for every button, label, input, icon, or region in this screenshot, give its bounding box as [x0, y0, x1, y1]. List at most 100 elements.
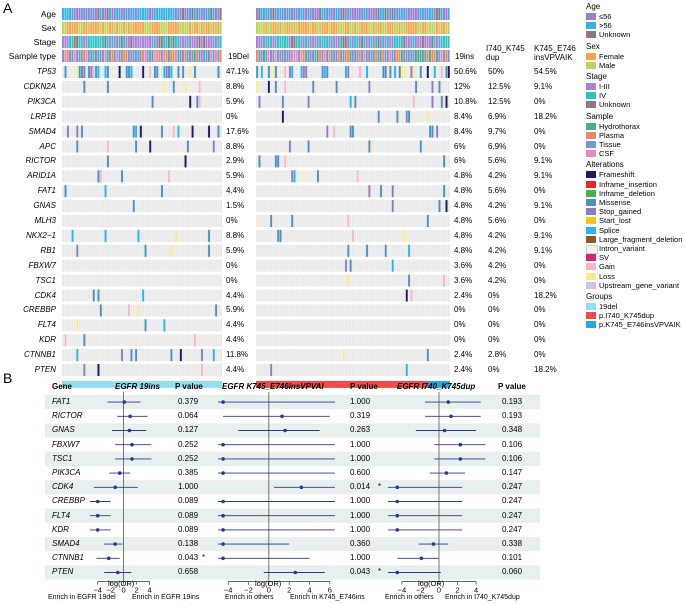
sample-cell-19del [142, 50, 144, 62]
alteration-mark [407, 110, 411, 123]
panel-b-letter: B [3, 370, 13, 386]
age-cell-19ins [417, 8, 420, 20]
alteration-mark [323, 66, 327, 78]
sex-cell-19del [97, 22, 100, 34]
estimate-point [293, 570, 298, 575]
sex-cell-19del [144, 22, 147, 34]
stage-cell-19del [106, 36, 109, 48]
stage-cell-19ins [365, 36, 368, 48]
stage-cell-19del [179, 36, 182, 48]
alteration-mark [134, 349, 138, 362]
stage-cell-19ins [400, 36, 403, 48]
legend-swatch [586, 131, 596, 139]
pct-pct_i740-10: 5.6% [488, 216, 507, 225]
sample-cell-19ins [442, 50, 445, 62]
age-cell-19ins [335, 8, 338, 20]
alteration-mark [391, 259, 394, 272]
stage-cell-19ins [405, 36, 408, 48]
stage-cell-19ins [358, 36, 361, 48]
alteration-mark [106, 80, 110, 93]
sample-cell-19del [130, 50, 133, 62]
alteration-mark [170, 244, 173, 257]
group-bar-19del [62, 380, 222, 388]
alteration-mark [349, 95, 352, 108]
sex-cell-19ins [321, 22, 324, 34]
legend-swatch [586, 217, 596, 225]
enrich3-right: Enrich in I740_K745dup [445, 594, 520, 601]
b-gene-3: FBXW7 [52, 439, 80, 449]
sample-cell-19ins [433, 50, 436, 62]
alteration-mark [277, 229, 280, 242]
stage-cell-19ins [368, 36, 371, 48]
stage-cell-19del [66, 36, 69, 48]
age-cell-19del [191, 8, 194, 20]
legend-item-1-1: Male [599, 60, 616, 70]
alteration-mark [405, 364, 408, 376]
pct-pct_19del-3: 0% [226, 111, 238, 121]
alteration-mark [347, 274, 350, 287]
sample-cell-19ins [281, 50, 284, 62]
gene-row-bg-19ins [256, 259, 450, 272]
age-cell-19ins [274, 8, 277, 20]
stage-cell-19ins [414, 36, 417, 48]
legend-title-2: Stage [586, 72, 607, 81]
sample-cell-19del [94, 50, 97, 62]
header-k745: K745_E746 insVPVAIK [534, 44, 576, 62]
sex-cell-19ins [270, 22, 272, 34]
estimate-point [221, 457, 225, 461]
legend-item-3-1: Plasma [599, 130, 625, 140]
sample-cell-19ins [284, 50, 286, 62]
legend-swatch [586, 92, 596, 100]
sex-cell-19del [179, 22, 182, 34]
age-cell-19del [153, 8, 156, 20]
b-p3-6: 0.247 [502, 482, 523, 492]
sex-cell-19ins [291, 22, 293, 34]
sex-cell-19del [66, 22, 69, 34]
gene-row-bg-19ins [256, 349, 450, 362]
sex-cell-19del [219, 22, 222, 34]
alteration-mark [284, 155, 287, 168]
pct-pct_k745-11: 9.1% [534, 230, 553, 240]
age-cell-19ins [358, 8, 361, 20]
stage-cell-19ins [265, 36, 268, 48]
stage-cell-19del [207, 36, 210, 48]
sex-cell-19del [104, 22, 107, 34]
estimate-point [449, 414, 453, 419]
sample-cell-19del [85, 50, 88, 62]
age-cell-19del [132, 8, 135, 20]
sample-cell-19ins [258, 50, 261, 62]
legend-item-4-6: Splice [599, 225, 620, 235]
sample-cell-19del [219, 50, 222, 62]
stage-cell-19del [134, 36, 137, 48]
legend-item-4-12: Upstream_gene_variant [599, 280, 680, 290]
age-cell-19del [207, 8, 210, 20]
alteration-mark [431, 95, 434, 108]
alteration-mark [293, 170, 296, 183]
age-cell-19del [167, 8, 170, 20]
sex-cell-19del [123, 22, 126, 34]
gene-row-bg-19ins [256, 80, 450, 93]
alteration-mark [307, 140, 310, 153]
sample-cell-19del [78, 50, 81, 62]
sample-cell-19del [186, 50, 189, 62]
age-cell-19ins [340, 8, 343, 20]
sample-cell-19del [158, 50, 161, 62]
pct-pct_19del-16: 5.9% [226, 305, 245, 315]
legend-swatch [586, 52, 596, 60]
legend-swatch [586, 254, 596, 262]
sample-cell-19del [69, 50, 72, 62]
b-p1-9: 0.089 [178, 524, 199, 534]
sample-cell-19ins [326, 50, 329, 62]
alteration-mark [217, 125, 220, 138]
estimate-point [419, 556, 424, 561]
legend-swatch [586, 13, 596, 20]
b-p2-0: 1.000 [350, 397, 371, 406]
sample-cell-19ins [375, 50, 378, 62]
alteration-mark [398, 66, 401, 78]
gene-row-bg-19ins [256, 244, 450, 257]
age-cell-19del [120, 8, 123, 20]
alteration-mark [326, 125, 329, 138]
pct-pct_k745-17: 0% [534, 320, 546, 330]
sex-cell-19ins [265, 22, 268, 34]
b-p1-10: 0.138 [178, 539, 199, 548]
